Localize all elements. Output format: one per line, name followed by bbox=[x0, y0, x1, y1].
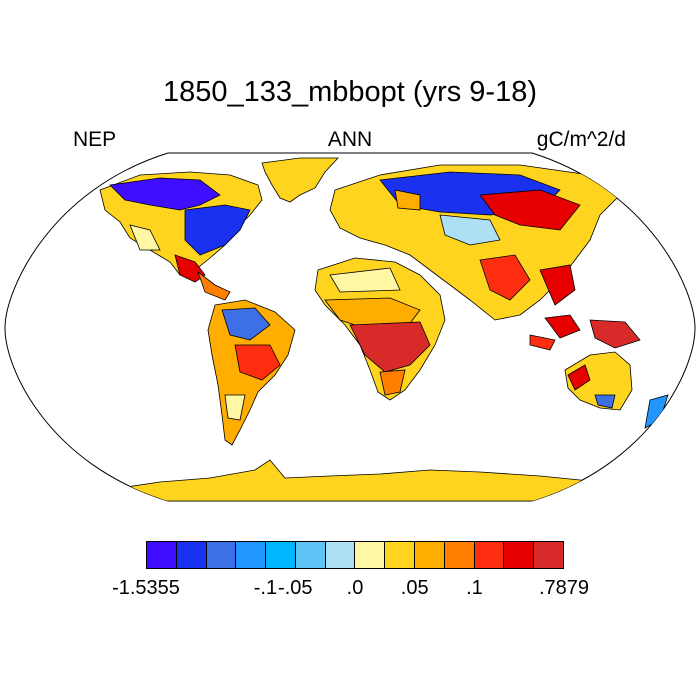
greenland bbox=[261, 157, 339, 203]
colorbar-swatch bbox=[534, 542, 563, 568]
season-label: ANN bbox=[327, 128, 373, 151]
eurasia bbox=[329, 164, 621, 321]
maritime-asia bbox=[529, 314, 641, 351]
colorbar-label: -1.5355 bbox=[112, 577, 180, 599]
colorbar-label: .05 bbox=[400, 577, 429, 599]
south-america bbox=[207, 299, 296, 446]
colorbar-swatch bbox=[355, 542, 386, 568]
page-title: 1850_133_mbbopt (yrs 9-18) bbox=[162, 76, 537, 108]
colorbar-swatch bbox=[474, 542, 505, 568]
colorbar-label: .0 bbox=[346, 577, 364, 599]
colorbar-swatch bbox=[415, 542, 445, 568]
variable-label: NEP bbox=[73, 128, 117, 151]
colorbar-swatch bbox=[236, 542, 267, 568]
colorbar-swatch bbox=[206, 542, 237, 568]
colorbar bbox=[146, 541, 564, 569]
colorbar-label: -.1 bbox=[253, 577, 278, 599]
colorbar-swatch bbox=[266, 542, 296, 568]
colorbar-label: .1 bbox=[466, 577, 483, 599]
colorbar-swatch bbox=[325, 542, 356, 568]
units-label: gC/m^2/d bbox=[536, 128, 626, 151]
colorbar-swatch bbox=[176, 542, 207, 568]
colorbar-swatch bbox=[444, 542, 475, 568]
colorbar-swatch bbox=[295, 542, 326, 568]
colorbar-label: .7879 bbox=[538, 577, 590, 599]
north-america bbox=[99, 171, 263, 301]
africa bbox=[314, 257, 446, 401]
australia bbox=[564, 351, 633, 411]
colorbar-swatch bbox=[385, 542, 416, 568]
colorbar-label: -.05 bbox=[278, 577, 313, 599]
colorbar-swatch bbox=[504, 542, 535, 568]
colorbar-swatch bbox=[147, 542, 177, 568]
